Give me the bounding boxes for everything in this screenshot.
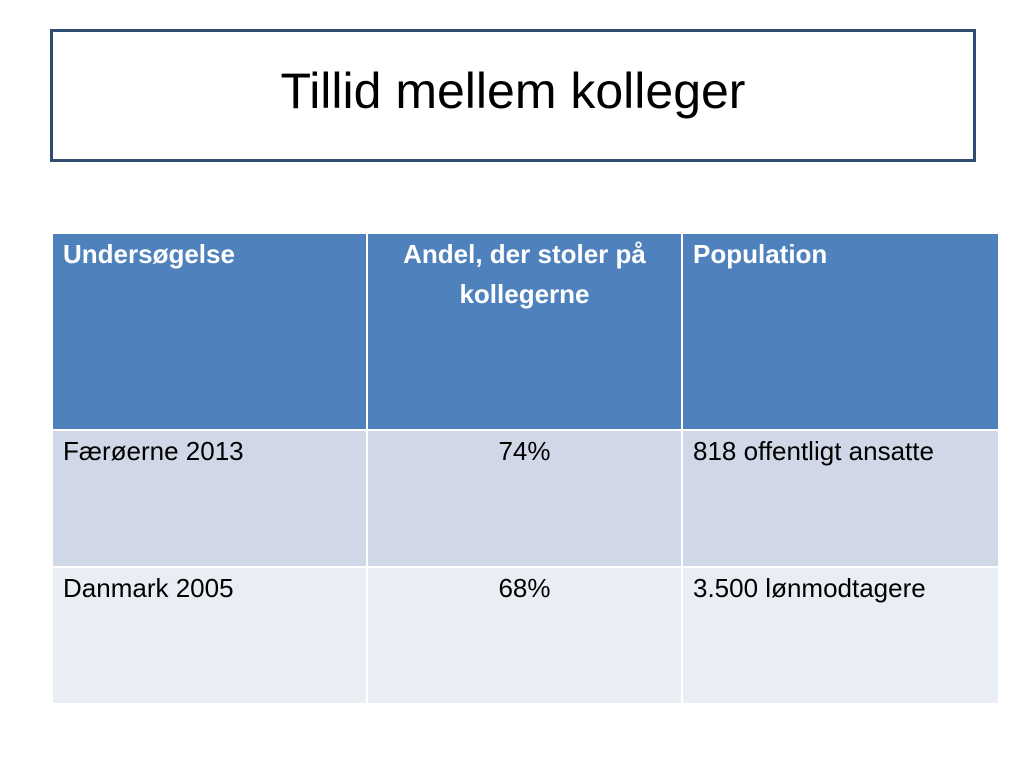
cell-survey: Færøerne 2013 [51,429,368,568]
survey-table: Undersøgelse Andel, der stoler på kolleg… [51,232,1000,705]
header-share-trust: Andel, der stoler på kollegerne [366,232,683,431]
header-survey: Undersøgelse [51,232,368,431]
table-row: Danmark 2005 68% 3.500 lønmodtagere [51,566,1000,705]
cell-population: 818 offentligt ansatte [681,429,1000,568]
table-header-row: Undersøgelse Andel, der stoler på kolleg… [51,232,1000,431]
header-population: Population [681,232,1000,431]
table-row: Færøerne 2013 74% 818 offentligt ansatte [51,429,1000,568]
cell-survey: Danmark 2005 [51,566,368,705]
cell-population: 3.500 lønmodtagere [681,566,1000,705]
cell-share: 68% [366,566,683,705]
slide-title: Tillid mellem kolleger [280,62,746,119]
title-box: Tillid mellem kolleger [50,29,976,162]
cell-share: 74% [366,429,683,568]
